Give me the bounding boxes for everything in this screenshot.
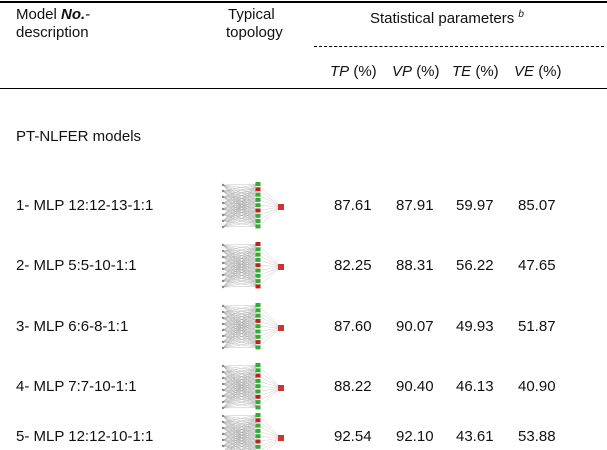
cell-value: 43.61 (456, 428, 494, 445)
cell-value: 88.31 (396, 257, 434, 274)
cell-value: 90.07 (396, 318, 434, 335)
cell-value: 87.91 (396, 197, 434, 214)
footnote-mark: b (518, 9, 524, 20)
cell-value: 92.54 (334, 428, 372, 445)
cell-value: 92.10 (396, 428, 434, 445)
model-name: 1- MLP 12:12-13-1:1 (16, 197, 154, 214)
column-unit: (%) (416, 63, 440, 80)
cell-value: 87.60 (334, 318, 372, 335)
topology-image (221, 413, 284, 450)
cell-value: 51.87 (518, 318, 556, 335)
cell-value: 90.40 (396, 378, 434, 395)
column-abbr: TP (330, 63, 350, 80)
cell-value: 40.90 (518, 378, 556, 395)
header-rule (0, 88, 607, 89)
column-unit: (%) (475, 63, 499, 80)
topology-header: Typical (228, 6, 275, 23)
column-unit: (%) (353, 63, 377, 80)
cell-value: 88.22 (334, 378, 372, 395)
topology-image (221, 363, 284, 410)
header-text: Model (16, 6, 57, 23)
section-label: PT-NLFER models (16, 128, 142, 145)
column-header: TP (%) (330, 63, 377, 81)
stats-header: Statistical parameters b (370, 6, 524, 28)
column-header: VE (%) (514, 63, 562, 81)
column-abbr: TE (452, 63, 472, 80)
topology-image (221, 242, 284, 289)
model-header: Model No.- (16, 6, 90, 24)
cell-value: 53.88 (518, 428, 556, 445)
topology-header: topology (226, 24, 283, 41)
cell-value: 47.65 (518, 257, 556, 274)
cell-value: 87.61 (334, 197, 372, 214)
header-text: - (85, 6, 91, 23)
cell-value: 82.25 (334, 257, 372, 274)
model-header: description (16, 24, 89, 41)
cell-value: 59.97 (456, 197, 494, 214)
dashed-rule (314, 46, 604, 47)
column-unit: (%) (538, 63, 562, 80)
model-name: 2- MLP 5:5-10-1:1 (16, 257, 137, 274)
topology-image (221, 303, 284, 350)
column-header: VP (%) (392, 63, 440, 81)
model-name: 4- MLP 7:7-10-1:1 (16, 378, 137, 395)
cell-value: 49.93 (456, 318, 494, 335)
header-text: Statistical parameters (370, 10, 515, 27)
column-abbr: VP (392, 63, 413, 80)
column-abbr: VE (514, 63, 535, 80)
model-name: 3- MLP 6:6-8-1:1 (16, 318, 129, 335)
cell-value: 56.22 (456, 257, 494, 274)
model-name: 5- MLP 12:12-10-1:1 (16, 428, 154, 445)
top-rule (0, 1, 607, 3)
column-header: TE (%) (452, 63, 499, 81)
topology-image (221, 182, 284, 229)
header-emphasis: No. (61, 6, 86, 23)
cell-value: 85.07 (518, 197, 556, 214)
cell-value: 46.13 (456, 378, 494, 395)
